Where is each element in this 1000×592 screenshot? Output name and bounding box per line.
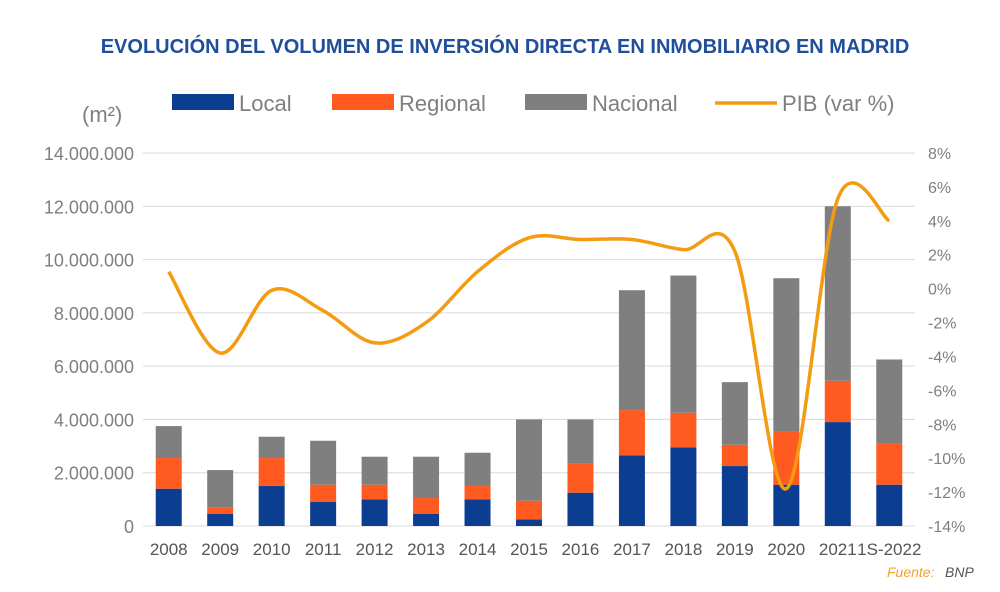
bars [155, 206, 903, 526]
bar-segment-nacional [773, 278, 800, 432]
y-tick-left-label: 6.000.000 [54, 357, 134, 377]
bar-segment-local [516, 519, 542, 526]
x-tick-label: 2012 [356, 540, 394, 559]
legend-swatch [525, 94, 587, 110]
x-tick-label: 2014 [459, 540, 497, 559]
y-tick-right-label: 4% [928, 214, 951, 231]
y-tick-left-label: 4.000.000 [54, 410, 134, 430]
bar-segment-nacional [721, 382, 748, 445]
legend-label: Nacional [592, 91, 678, 116]
bar-segment-regional [618, 410, 645, 456]
y-tick-right-label: 6% [928, 180, 951, 197]
source-value: BNP [945, 564, 974, 580]
bar-segment-local [207, 514, 234, 526]
bar-segment-local [413, 514, 440, 526]
bar-segment-nacional [310, 440, 337, 485]
bar-segment-nacional [155, 426, 182, 459]
y-axis-left: 0 2.000.000 4.000.000 6.000.000 8.000.000 10.… [44, 144, 134, 537]
bar-segment-local [155, 488, 182, 526]
x-tick-label: 2019 [716, 540, 754, 559]
x-tick-label: 2016 [562, 540, 600, 559]
bar-segment-nacional [516, 419, 542, 501]
y-axis-right: -14% -12% -10% -8% -6% -4% -2% 0% 2% 4% 6% 8% [928, 146, 965, 536]
y-tick-left-label: 2.000.000 [54, 464, 134, 484]
y-unit-label: (m²) [82, 102, 122, 127]
bar-segment-regional [361, 484, 388, 500]
bar-segment-nacional [413, 456, 440, 499]
y-tick-right-label: 0% [928, 282, 951, 299]
legend-swatch [172, 94, 234, 110]
bar-segment-nacional [670, 275, 697, 413]
y-tick-left-label: 0 [124, 517, 134, 537]
bar-segment-nacional [207, 470, 234, 508]
bar-segment-local [824, 422, 851, 526]
y-tick-right-label: 2% [928, 248, 951, 265]
y-tick-right-label: -8% [928, 417, 956, 434]
bar-segment-regional [155, 458, 182, 489]
x-tick-label: 2020 [767, 540, 805, 559]
x-tick-label: 2013 [407, 540, 445, 559]
bar-segment-regional [207, 507, 234, 515]
x-tick-label: 2010 [253, 540, 291, 559]
x-tick-label: 2018 [664, 540, 702, 559]
x-tick-label: 2009 [201, 540, 239, 559]
bar-segment-local [618, 455, 645, 526]
x-tick-label: 2015 [510, 540, 548, 559]
bar-segment-local [567, 492, 594, 526]
chart-title: EVOLUCIÓN DEL VOLUMEN DE INVERSIÓN DIREC… [101, 34, 910, 58]
bar-segment-local [773, 484, 800, 526]
y-tick-right-label: -2% [928, 316, 956, 333]
bar-segment-local [258, 486, 285, 526]
bar-segment-nacional [618, 290, 645, 411]
x-axis: 2008 2009 2010 2011 2012 2013 2014 2015 2016 2017… [150, 540, 922, 559]
bar-segment-regional [567, 463, 594, 493]
bar-segment-local [721, 466, 748, 526]
bar-segment-nacional [361, 456, 388, 485]
x-tick-label: 2011 [305, 540, 342, 559]
pib-line-path [167, 181, 891, 491]
bar-segment-regional [516, 500, 542, 520]
bar-segment-nacional [258, 436, 285, 459]
y-tick-right-label: -10% [928, 451, 965, 468]
bar-segment-regional [721, 444, 748, 467]
x-tick-label: 2021 [819, 540, 857, 559]
bar-segment-nacional [464, 452, 491, 487]
bar-segment-regional [258, 458, 285, 487]
y-tick-left-label: 8.000.000 [54, 304, 134, 324]
x-tick-label: 2008 [150, 540, 188, 559]
x-tick-label: 2017 [613, 540, 651, 559]
bar-segment-nacional [876, 359, 903, 444]
y-tick-right-label: 8% [928, 146, 951, 163]
bar-segment-regional [824, 380, 851, 423]
legend-label: PIB (var %) [782, 91, 894, 116]
bar-segment-local [361, 499, 388, 526]
y-tick-right-label: -6% [928, 383, 956, 400]
legend-label: Local [239, 91, 292, 116]
legend-label: Regional [399, 91, 486, 116]
legend: Local Regional Nacional PIB (var %) [172, 91, 894, 116]
y-tick-right-label: -4% [928, 349, 956, 366]
bar-segment-local [464, 499, 491, 526]
y-tick-right-label: -12% [928, 485, 965, 502]
bar-segment-regional [464, 486, 491, 500]
bar-segment-regional [670, 412, 697, 448]
x-tick-label: 1S-2022 [857, 540, 921, 559]
pib-line [167, 181, 891, 491]
bar-segment-nacional [567, 419, 594, 464]
y-tick-left-label: 14.000.000 [44, 144, 134, 164]
bar-segment-local [670, 447, 697, 526]
source-label: Fuente: [887, 564, 935, 580]
y-tick-left-label: 12.000.000 [44, 197, 134, 217]
bar-segment-regional [876, 443, 903, 485]
bar-segment-local [310, 502, 337, 526]
bar-segment-regional [413, 498, 440, 515]
legend-swatch [332, 94, 394, 110]
y-tick-left-label: 10.000.000 [44, 251, 134, 271]
y-tick-right-label: -14% [928, 519, 965, 536]
bar-segment-local [876, 484, 903, 526]
bar-segment-regional [310, 484, 337, 503]
